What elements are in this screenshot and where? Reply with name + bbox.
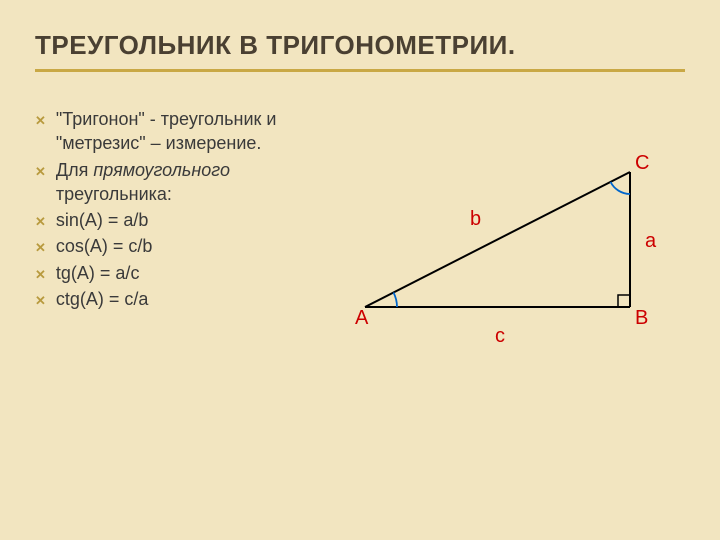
bullet-text: ctg(A) = c/a — [56, 287, 315, 311]
bullet-icon: ✕ — [35, 112, 46, 130]
label-C: C — [635, 152, 649, 174]
bullet-icon: ✕ — [35, 163, 46, 181]
label-a: a — [645, 230, 657, 252]
angle-arc-a — [394, 293, 398, 308]
label-A: A — [355, 307, 369, 329]
label-b: b — [470, 208, 481, 230]
angle-arc-c — [611, 182, 631, 194]
slide-title: ТРЕУГОЛЬНИК В ТРИГОНОМЕТРИИ. — [35, 30, 685, 61]
triangle-diagram: A B C a b c — [335, 107, 685, 367]
bullet-list: ✕ "Тригонон" - треугольник и "метрезис" … — [35, 107, 315, 367]
bullet-item: ✕ ctg(A) = c/a — [35, 287, 315, 311]
bullet-text: sin(A) = a/b — [56, 208, 315, 232]
bullet-icon: ✕ — [35, 266, 46, 284]
slide: ТРЕУГОЛЬНИК В ТРИГОНОМЕТРИИ. ✕ "Тригонон… — [0, 0, 720, 540]
bullet-icon: ✕ — [35, 292, 46, 310]
bullet-item: ✕ sin(A) = a/b — [35, 208, 315, 232]
bullet-item: ✕ "Тригонон" - треугольник и "метрезис" … — [35, 107, 315, 156]
bullet-item: ✕ tg(A) = a/c — [35, 261, 315, 285]
content-area: ✕ "Тригонон" - треугольник и "метрезис" … — [35, 107, 685, 367]
bullet-text: Для прямоугольного треугольника: — [56, 158, 315, 207]
label-c: c — [495, 325, 505, 347]
side-b — [365, 172, 630, 307]
bullet-text: cos(A) = c/b — [56, 234, 315, 258]
bullet-item: ✕ Для прямоугольного треугольника: — [35, 158, 315, 207]
right-angle-mark — [618, 295, 630, 307]
label-B: B — [635, 307, 648, 329]
triangle-svg: A B C a b c — [335, 117, 665, 347]
bullet-icon: ✕ — [35, 239, 46, 257]
bullet-item: ✕ cos(A) = c/b — [35, 234, 315, 258]
title-underline — [35, 69, 685, 72]
bullet-text: tg(A) = a/c — [56, 261, 315, 285]
bullet-icon: ✕ — [35, 213, 46, 231]
bullet-text: "Тригонон" - треугольник и "метрезис" – … — [56, 107, 315, 156]
